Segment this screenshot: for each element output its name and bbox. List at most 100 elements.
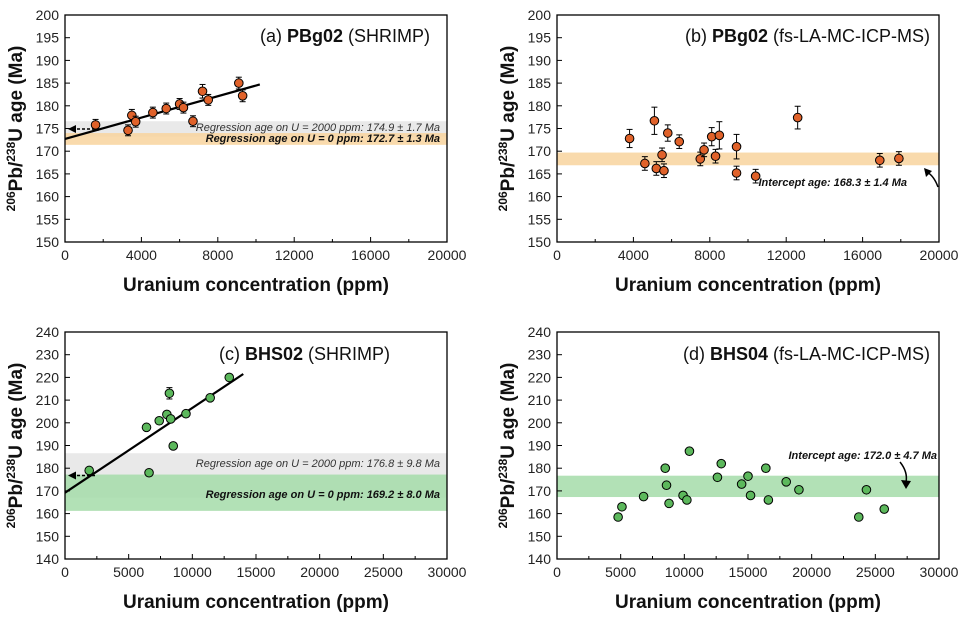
y-tick-label: 160 [36, 506, 60, 522]
x-tick-label: 20000 [920, 247, 959, 263]
y-tick-label: 240 [36, 324, 60, 340]
y-tick-label: 210 [528, 392, 552, 408]
x-tick-label: 25000 [856, 564, 895, 580]
data-point [640, 158, 650, 169]
annotation: Intercept age: 168.3 ± 1.4 Ma [759, 177, 908, 189]
y-tick-label: 175 [36, 121, 60, 137]
y-axis-label-part: 238 [496, 141, 510, 161]
y-tick-label: 185 [528, 75, 552, 91]
x-tick-label: 5000 [113, 564, 144, 580]
panel-title-method: (SHRIMP) [303, 344, 390, 364]
x-tick-label: 20000 [792, 564, 831, 580]
y-tick-label: 200 [528, 7, 552, 23]
data-point [712, 472, 723, 483]
age-band [557, 475, 939, 498]
data-point [763, 495, 774, 505]
annotation-arrow-head [901, 480, 911, 489]
x-tick-label: 0 [553, 247, 561, 263]
y-axis-label: 206Pb/238U age (Ma) [496, 46, 519, 212]
y-axis-label: 206Pb/238U age (Ma) [4, 363, 27, 529]
y-tick-label: 175 [528, 121, 552, 137]
panel-c: 0 5000 10000 15000 20000 25000 30000 140 150 160 1… [4, 324, 467, 613]
x-tick-label: 8000 [694, 247, 725, 263]
y-axis-label-part: 238 [4, 141, 18, 161]
y-tick-label: 150 [36, 234, 60, 250]
age-band [65, 133, 447, 145]
y-tick-label: 195 [36, 30, 60, 46]
data-point [706, 131, 717, 142]
age-band [65, 474, 447, 511]
plot-frame [64, 331, 448, 560]
x-tick-label: 10000 [665, 564, 704, 580]
data-point [714, 130, 725, 141]
panel-title-method: (SHRIMP) [343, 26, 430, 46]
panel-title: (b) PBg02 (fs-LA-MC-ICP-MS) [685, 26, 930, 46]
annotation-arrow [899, 461, 908, 483]
y-axis-label-part: U age (Ma) [6, 363, 27, 459]
y-tick-label: 180 [528, 460, 552, 476]
y-tick-label: 170 [36, 143, 60, 159]
data-point [130, 116, 141, 127]
x-tick-label: 20000 [300, 564, 339, 580]
data-point [745, 490, 756, 501]
x-tick-label: 25000 [364, 564, 403, 580]
data-point [161, 103, 172, 114]
x-tick-label: 4000 [126, 247, 157, 263]
x-tick-label: 0 [61, 247, 69, 263]
data-point [649, 115, 660, 126]
x-tick-label: 10000 [173, 564, 212, 580]
data-point [624, 133, 635, 144]
panel-b: 0 4000 8000 12000 16000 20000 150 155 160 165 170 1… [496, 7, 959, 296]
y-tick-label: 140 [36, 551, 60, 567]
y-tick-label: 230 [36, 347, 60, 363]
panel-title-sample: BHS04 [710, 344, 768, 364]
data-point [794, 484, 804, 495]
y-axis-label-part: Pb/ [6, 478, 27, 508]
y-axis-label-part: Pb/ [6, 161, 27, 191]
y-axis-label-part: 238 [4, 458, 18, 478]
y-axis-label: 206Pb/238U age (Ma) [496, 363, 519, 529]
data-point [224, 372, 235, 383]
data-point [664, 498, 674, 509]
y-tick-label: 195 [528, 30, 552, 46]
data-point [661, 480, 672, 491]
y-tick-label: 160 [36, 189, 60, 205]
arrow-head [68, 471, 76, 480]
panel-title: (a) PBg02 (SHRIMP) [260, 26, 430, 46]
panel-a: 0 4000 8000 12000 16000 20000 150 155 160 165 170 1… [4, 7, 467, 296]
data-point [234, 78, 244, 88]
y-tick-label: 150 [36, 528, 60, 544]
x-tick-label: 30000 [920, 564, 959, 580]
y-axis-label-part: 206 [4, 508, 18, 528]
data-point [84, 465, 94, 476]
data-point [165, 414, 176, 424]
annotation: Intercept age: 172.0 ± 4.7 Ma [789, 450, 938, 462]
data-point [659, 165, 669, 176]
y-axis-label-part: 206 [496, 508, 510, 528]
y-tick-label: 160 [528, 189, 552, 205]
age-band [557, 152, 939, 166]
panel-title: (d) BHS04 (fs-LA-MC-ICP-MS) [683, 344, 930, 364]
x-tick-label: 20000 [428, 247, 467, 263]
data-point [731, 168, 742, 178]
y-axis-label-part: U age (Ma) [498, 46, 519, 142]
annotation-arrow-head [924, 168, 932, 177]
y-tick-label: 190 [36, 438, 60, 454]
panel-title-sample: PBg02 [712, 26, 768, 46]
y-axis-label-part: U age (Ma) [498, 363, 519, 459]
plot-frame [556, 14, 940, 243]
data-point [861, 484, 872, 495]
data-point [638, 491, 649, 502]
age-band [65, 121, 447, 137]
x-tick-label: 16000 [351, 247, 390, 263]
data-point [154, 415, 165, 426]
data-point [792, 112, 803, 123]
x-tick-label: 4000 [618, 247, 649, 263]
x-tick-label: 15000 [237, 564, 276, 580]
x-tick-label: 5000 [605, 564, 636, 580]
y-tick-label: 185 [36, 75, 60, 91]
y-tick-label: 190 [528, 52, 552, 68]
x-axis-label: Uranium concentration (ppm) [615, 275, 881, 296]
annotation: Regression age on U = 2000 ppm: 176.8 ± … [196, 458, 440, 470]
